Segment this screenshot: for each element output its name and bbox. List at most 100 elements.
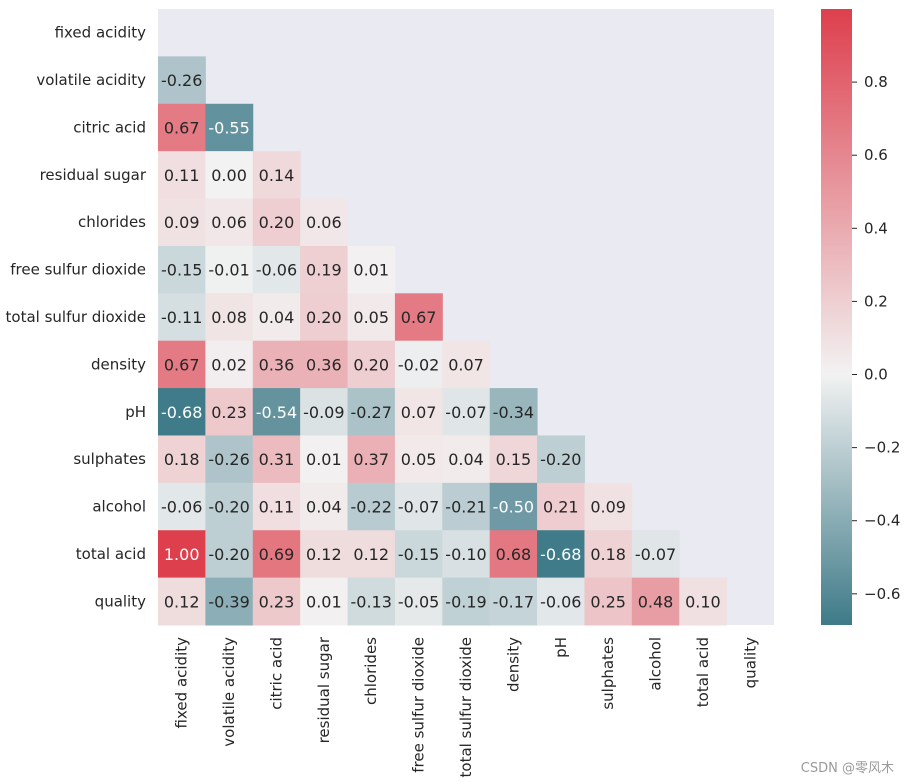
colorbar bbox=[821, 9, 852, 625]
cell-value-label: 0.02 bbox=[211, 355, 247, 374]
heatmap-cell bbox=[252, 577, 301, 626]
cell-value-label: 0.15 bbox=[496, 450, 532, 469]
cell-value-label: 0.09 bbox=[590, 498, 626, 517]
cell-value-label: -0.19 bbox=[445, 592, 486, 611]
heatmap-cell bbox=[158, 56, 206, 105]
heatmap-cell bbox=[300, 530, 349, 579]
cell-value-label: -0.54 bbox=[256, 403, 297, 422]
x-tick-label: sulphates bbox=[599, 637, 617, 710]
y-tick-label: quality bbox=[95, 592, 146, 610]
watermark: CSDN @零风木 bbox=[800, 761, 894, 776]
cell-value-label: -0.01 bbox=[208, 261, 249, 280]
heatmap-cell bbox=[300, 293, 349, 342]
heatmap-cell bbox=[394, 530, 443, 579]
y-tick-label: chlorides bbox=[78, 213, 146, 231]
heatmap-cell bbox=[205, 198, 254, 247]
cell-value-label: -0.26 bbox=[161, 71, 202, 90]
heatmap-cell bbox=[300, 340, 349, 389]
heatmap-cell bbox=[584, 577, 633, 626]
heatmap-cell bbox=[489, 435, 538, 484]
x-tick-label: chlorides bbox=[362, 637, 380, 705]
y-axis-tick-labels: fixed acidity volatile acidity citric acid… bbox=[6, 24, 147, 611]
heatmap-cells bbox=[158, 56, 728, 626]
cell-value-label: 0.05 bbox=[401, 450, 437, 469]
cell-value-label: 0.18 bbox=[164, 450, 200, 469]
heatmap-cell bbox=[252, 340, 301, 389]
y-tick-label: free sulfur dioxide bbox=[10, 261, 146, 279]
heatmap-cell bbox=[489, 530, 538, 579]
heatmap-cell bbox=[442, 340, 491, 389]
heatmap-cell bbox=[205, 577, 254, 626]
heatmap-cell bbox=[252, 151, 301, 200]
heatmap-cell bbox=[347, 482, 396, 531]
cell-value-label: 0.20 bbox=[306, 308, 342, 327]
cell-value-label: 0.01 bbox=[306, 592, 342, 611]
heatmap-cell bbox=[442, 435, 491, 484]
cell-value-label: 0.18 bbox=[590, 545, 626, 564]
cell-value-label: 0.07 bbox=[401, 403, 437, 422]
heatmap-cell bbox=[300, 482, 349, 531]
cell-value-label: 0.06 bbox=[211, 213, 247, 232]
colorbar-tick-label: 0.0 bbox=[864, 366, 888, 384]
cell-value-label: -0.55 bbox=[208, 118, 249, 137]
heatmap-cell bbox=[347, 577, 396, 626]
cell-value-label: 0.36 bbox=[259, 355, 295, 374]
cell-value-label: -0.39 bbox=[208, 592, 249, 611]
heatmap-cell bbox=[205, 482, 254, 531]
cell-value-label: -0.22 bbox=[351, 498, 392, 517]
cell-value-label: -0.17 bbox=[493, 592, 534, 611]
heatmap-cell bbox=[252, 198, 301, 247]
heatmap-cell bbox=[158, 388, 206, 436]
heatmap-cell bbox=[158, 482, 206, 531]
heatmap-cell bbox=[252, 482, 301, 531]
cell-value-label: 0.20 bbox=[259, 213, 295, 232]
colorbar-tick-label: −0.2 bbox=[864, 439, 900, 457]
heatmap-cell bbox=[347, 340, 396, 389]
cell-value-label: 1.00 bbox=[164, 545, 200, 564]
cell-value-label: 0.14 bbox=[259, 166, 295, 185]
heatmap-cell bbox=[205, 293, 254, 342]
heatmap-cell bbox=[394, 482, 443, 531]
y-tick-label: fixed acidity bbox=[55, 24, 147, 42]
x-tick-label: residual sugar bbox=[315, 636, 333, 743]
heatmap-cell bbox=[442, 577, 491, 626]
heatmap-cell bbox=[631, 577, 680, 626]
cell-value-label: -0.07 bbox=[445, 403, 486, 422]
cell-value-label: -0.20 bbox=[540, 450, 581, 469]
cell-value-label: 0.04 bbox=[306, 498, 342, 517]
y-tick-label: pH bbox=[125, 403, 146, 421]
cell-value-label: 0.67 bbox=[401, 308, 437, 327]
heatmap-cell bbox=[252, 245, 301, 294]
heatmap-cell bbox=[158, 198, 206, 247]
cell-value-label: 0.11 bbox=[164, 166, 200, 185]
heatmap-cell bbox=[347, 530, 396, 579]
heatmap-cell bbox=[394, 577, 443, 626]
cell-value-label: 0.12 bbox=[164, 592, 200, 611]
heatmap-cell bbox=[394, 435, 443, 484]
heatmap-cell bbox=[252, 293, 301, 342]
colorbar-tick-label: 0.8 bbox=[864, 73, 888, 91]
heatmap-cell bbox=[584, 530, 633, 579]
heatmap-cell bbox=[537, 530, 585, 579]
colorbar-tick-label: 0.4 bbox=[864, 219, 888, 237]
colorbar-tick-label: −0.4 bbox=[864, 512, 900, 530]
heatmap-cell bbox=[300, 245, 349, 294]
y-tick-label: alcohol bbox=[92, 498, 146, 516]
cell-value-label: 0.11 bbox=[259, 498, 295, 517]
y-tick-label: citric acid bbox=[73, 118, 146, 136]
heatmap-cell bbox=[584, 482, 633, 531]
cell-value-label: 0.05 bbox=[353, 308, 389, 327]
heatmap-cell bbox=[394, 293, 443, 342]
cell-value-label: 0.68 bbox=[496, 545, 532, 564]
colorbar-tick-label: 0.6 bbox=[864, 146, 888, 164]
heatmap-cell bbox=[300, 435, 349, 484]
heatmap-cell bbox=[347, 293, 396, 342]
heatmap-cell bbox=[205, 151, 254, 200]
heatmap-cell bbox=[347, 435, 396, 484]
y-tick-label: total acid bbox=[76, 545, 146, 563]
cell-value-label: 0.36 bbox=[306, 355, 342, 374]
x-tick-label: total acid bbox=[694, 637, 712, 707]
cell-value-label: -0.05 bbox=[398, 592, 439, 611]
cell-value-label: 0.21 bbox=[543, 498, 579, 517]
